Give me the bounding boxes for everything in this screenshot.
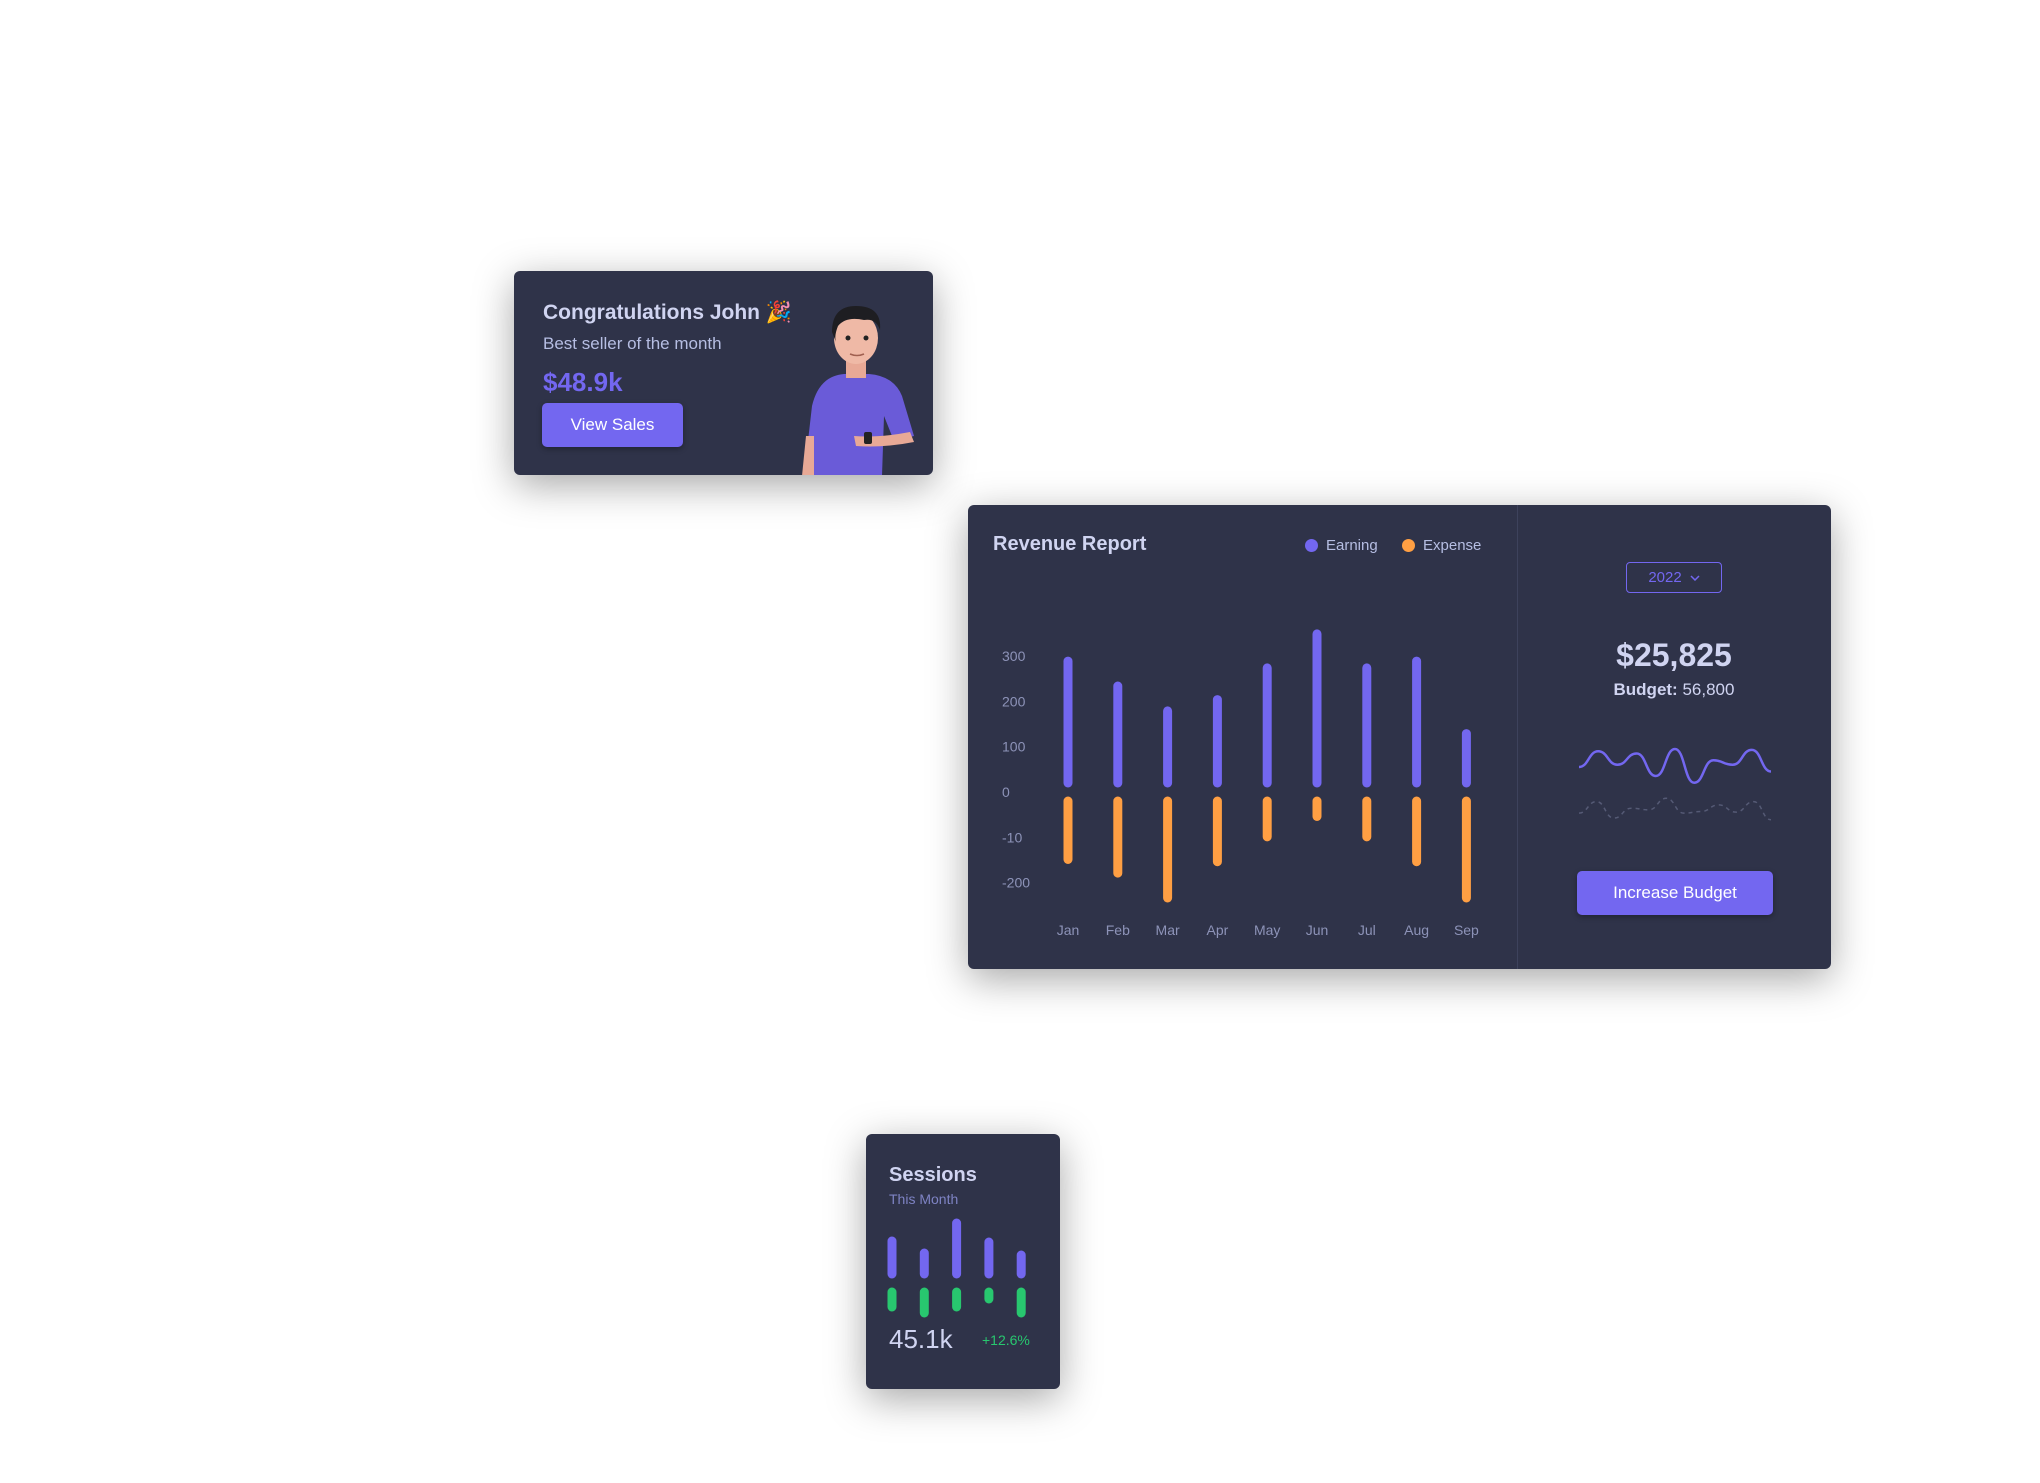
congratulations-card: Congratulations John 🎉 Best seller of th… xyxy=(514,271,933,475)
sessions-subtitle: This Month xyxy=(889,1191,959,1207)
revenue-report-card: Revenue Report Earning Expense 300 200 100… xyxy=(968,505,1831,969)
legend-label: Expense xyxy=(1423,537,1482,554)
view-sales-button[interactable]: View Sales xyxy=(542,403,683,447)
legend-earning: Earning xyxy=(1305,537,1378,554)
legend-label: Earning xyxy=(1326,537,1378,554)
y-tick-label: -10 xyxy=(1002,829,1022,845)
sales-amount: $48.9k xyxy=(543,367,623,397)
sessions-change: +12.6% xyxy=(982,1332,1030,1348)
budget-value: 56,800 xyxy=(1682,680,1735,699)
x-tick-label: Mar xyxy=(1156,922,1180,938)
previous-sparkline xyxy=(1578,797,1772,821)
revenue-title: Revenue Report xyxy=(993,533,1147,555)
character-illustration xyxy=(802,306,914,475)
y-tick-label: -200 xyxy=(1002,875,1030,891)
year-value: 2022 xyxy=(1648,569,1682,586)
x-tick-label: Jul xyxy=(1358,922,1376,938)
budget-sparkline xyxy=(1578,747,1772,821)
budget-label: Budget: xyxy=(1613,680,1678,699)
expense-dot-icon xyxy=(1402,539,1415,552)
y-tick-label: 0 xyxy=(1002,784,1010,800)
revenue-bar-chart: 300 200 100 0 -10 -200 Jan Feb Mar Apr May Jun Jul Au… xyxy=(1002,629,1479,938)
x-tick-label: Jan xyxy=(1057,922,1080,938)
earning-sparkline xyxy=(1578,747,1772,785)
x-tick-label: Apr xyxy=(1207,922,1229,938)
x-tick-label: May xyxy=(1254,922,1280,938)
x-tick-label: Aug xyxy=(1404,922,1429,938)
chevron-down-icon xyxy=(1690,574,1700,581)
congrats-subtitle: Best seller of the month xyxy=(543,334,722,353)
x-tick-label: Feb xyxy=(1106,922,1130,938)
party-popper-icon: 🎉 xyxy=(765,301,792,324)
y-tick-label: 100 xyxy=(1002,739,1026,755)
year-select[interactable]: 2022 xyxy=(1626,562,1722,593)
y-tick-label: 200 xyxy=(1002,693,1026,709)
x-tick-label: Jun xyxy=(1306,922,1329,938)
sessions-card: Sessions This Month 45.1k +12.6% xyxy=(866,1134,1060,1389)
increase-budget-button[interactable]: Increase Budget xyxy=(1577,871,1773,915)
y-tick-label: 300 xyxy=(1002,648,1026,664)
divider xyxy=(1517,505,1518,969)
sessions-value: 45.1k xyxy=(889,1324,953,1354)
earning-dot-icon xyxy=(1305,539,1318,552)
congrats-title: Congratulations John 🎉 xyxy=(543,301,792,324)
sessions-bar-chart xyxy=(887,1218,1026,1318)
sessions-title: Sessions xyxy=(889,1164,977,1186)
revenue-total: $25,825 xyxy=(1616,637,1732,673)
x-tick-label: Sep xyxy=(1454,922,1479,938)
budget-text: Budget: 56,800 xyxy=(1517,680,1831,700)
legend-expense: Expense xyxy=(1402,537,1481,554)
